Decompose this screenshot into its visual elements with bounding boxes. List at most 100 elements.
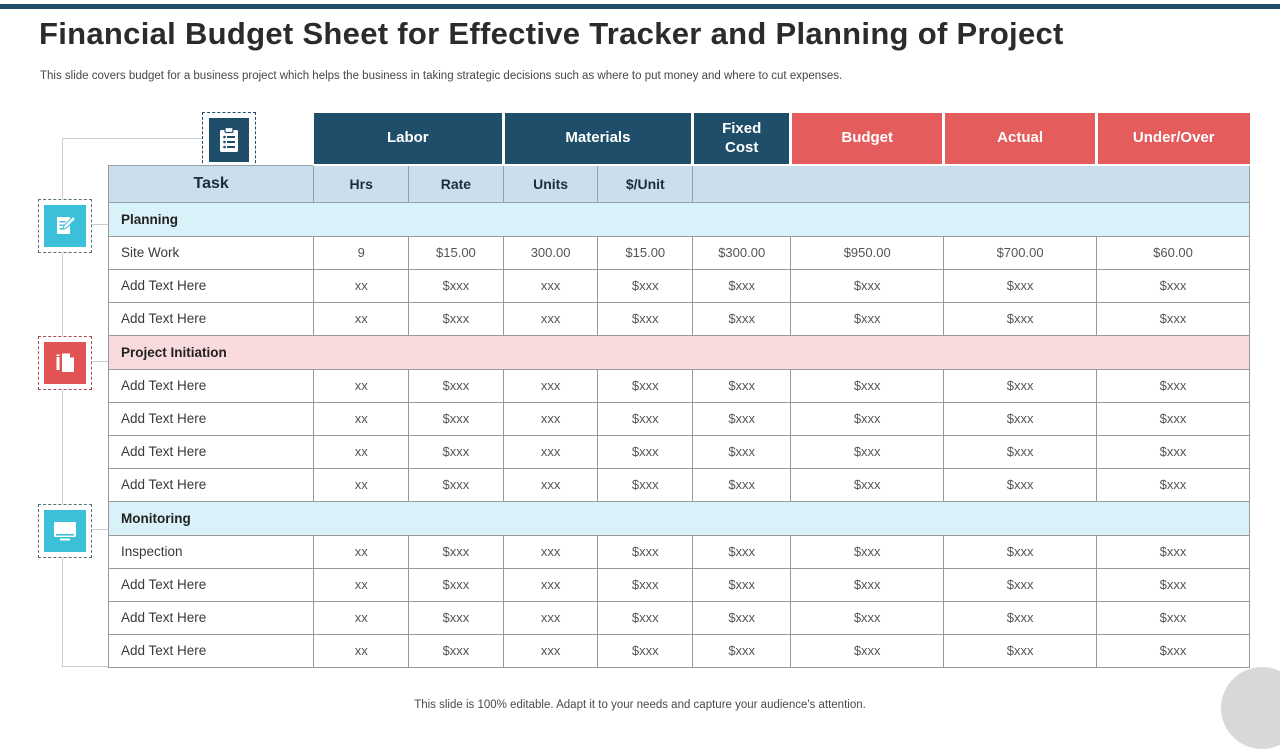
- value-cell: $xxx: [597, 301, 694, 336]
- value-cell: xxx: [502, 467, 599, 502]
- connector-line: [62, 138, 63, 666]
- value-cell: $xxx: [1096, 467, 1250, 502]
- value-cell: xx: [313, 368, 410, 403]
- value-cell: $xxx: [597, 434, 694, 469]
- value-cell: $xxx: [1096, 534, 1250, 569]
- value-cell: $xxx: [1096, 301, 1250, 336]
- value-cell: $xxx: [790, 401, 945, 436]
- group-header-materials: Materials: [503, 113, 695, 166]
- budget-table: Labor Materials Fixed Cost Budget Actual Unde…: [107, 113, 1250, 668]
- column-header-task: Task: [107, 164, 315, 203]
- table-row: Add Text Here xx $xxx xxx $xxx $xxx $xxx $xxx $x…: [107, 301, 1250, 336]
- task-cell: Add Text Here: [107, 434, 315, 469]
- value-cell: $xxx: [943, 600, 1098, 635]
- value-cell: $xxx: [408, 567, 504, 602]
- clipboard-icon-tile: [209, 118, 249, 162]
- value-cell: $xxx: [1096, 600, 1250, 635]
- task-cell: Add Text Here: [107, 633, 315, 668]
- value-cell: $xxx: [790, 534, 945, 569]
- group-header-actual: Actual: [943, 113, 1099, 166]
- value-cell: $15.00: [597, 235, 694, 270]
- value-cell: xx: [313, 567, 410, 602]
- table-row: Add Text Here xx $xxx xxx $xxx $xxx $xxx $xxx $x…: [107, 600, 1250, 635]
- group-header-labor: Labor: [313, 113, 505, 166]
- value-cell: xx: [313, 467, 410, 502]
- value-cell: $xxx: [943, 534, 1098, 569]
- section-row-project-initiation: Project Initiation: [108, 334, 1250, 370]
- value-cell: $xxx: [692, 534, 792, 569]
- edit-document-icon: [38, 199, 92, 253]
- value-cell: $xxx: [408, 368, 504, 403]
- value-cell: $xxx: [692, 268, 792, 303]
- clipboard-icon: [202, 112, 256, 168]
- value-cell: $xxx: [408, 467, 504, 502]
- value-cell: $xxx: [597, 368, 694, 403]
- slide: { "slide": { "title": "Financial Budget …: [0, 4, 1280, 749]
- value-cell: $15.00: [408, 235, 504, 270]
- task-cell: Add Text Here: [107, 301, 315, 336]
- monitor-icon-tile: [44, 510, 86, 552]
- task-cell: Add Text Here: [107, 401, 315, 436]
- value-cell: $xxx: [1096, 434, 1250, 469]
- value-cell: $xxx: [790, 301, 945, 336]
- group-header-row: Labor Materials Fixed Cost Budget Actual Unde…: [109, 113, 1250, 166]
- column-header-hrs: Hrs: [313, 164, 410, 203]
- value-cell: xxx: [502, 301, 599, 336]
- value-cell: $xxx: [408, 633, 504, 668]
- value-cell: $xxx: [943, 368, 1098, 403]
- table-row: Add Text Here xx $xxx xxx $xxx $xxx $xxx $xxx $x…: [107, 467, 1250, 502]
- column-header-unit: $/Unit: [597, 164, 694, 203]
- section-label: Planning: [108, 201, 1250, 237]
- value-cell: $60.00: [1096, 235, 1250, 270]
- section-row-monitoring: Monitoring: [108, 500, 1250, 536]
- value-cell: $xxx: [408, 534, 504, 569]
- value-cell: xxx: [502, 534, 599, 569]
- table-row: Add Text Here xx $xxx xxx $xxx $xxx $xxx $xxx $x…: [107, 401, 1250, 436]
- value-cell: xx: [313, 600, 410, 635]
- section-label: Project Initiation: [108, 334, 1250, 370]
- value-cell: $xxx: [408, 600, 504, 635]
- connector-line: [62, 138, 203, 139]
- value-cell: xxx: [502, 368, 599, 403]
- value-cell: xxx: [502, 633, 599, 668]
- value-cell: $xxx: [1096, 368, 1250, 403]
- value-cell: 9: [313, 235, 410, 270]
- value-cell: $xxx: [692, 401, 792, 436]
- value-cell: $xxx: [1096, 401, 1250, 436]
- value-cell: $xxx: [692, 600, 792, 635]
- column-header-row: Task Hrs Rate Units $/Unit: [107, 164, 1250, 203]
- value-cell: $xxx: [692, 633, 792, 668]
- value-cell: $xxx: [408, 301, 504, 336]
- task-cell: Inspection: [107, 534, 315, 569]
- value-cell: $xxx: [692, 434, 792, 469]
- value-cell: xx: [313, 633, 410, 668]
- value-cell: xx: [313, 401, 410, 436]
- connector-line: [90, 224, 108, 225]
- value-cell: $xxx: [943, 268, 1098, 303]
- value-cell: $xxx: [943, 301, 1098, 336]
- value-cell: xxx: [502, 567, 599, 602]
- value-cell: $700.00: [943, 235, 1098, 270]
- value-cell: $xxx: [943, 567, 1098, 602]
- value-cell: $xxx: [1096, 268, 1250, 303]
- value-cell: $xxx: [597, 401, 694, 436]
- value-cell: xx: [313, 434, 410, 469]
- table-row: Add Text Here xx $xxx xxx $xxx $xxx $xxx $xxx $x…: [107, 567, 1250, 602]
- column-header-units: Units: [502, 164, 599, 203]
- value-cell: xxx: [502, 600, 599, 635]
- value-cell: $300.00: [692, 235, 792, 270]
- value-cell: $xxx: [597, 567, 694, 602]
- task-cell: Add Text Here: [107, 567, 315, 602]
- value-cell: $950.00: [790, 235, 945, 270]
- task-cell: Add Text Here: [107, 600, 315, 635]
- value-cell: $xxx: [408, 268, 504, 303]
- value-cell: $xxx: [597, 600, 694, 635]
- value-cell: xx: [313, 534, 410, 569]
- monitor-icon: [38, 504, 92, 558]
- value-cell: $xxx: [1096, 633, 1250, 668]
- value-cell: xxx: [502, 434, 599, 469]
- task-cell: Add Text Here: [107, 268, 315, 303]
- group-header-fixed-cost: Fixed Cost: [692, 113, 793, 166]
- page-title: Financial Budget Sheet for Effective Tra…: [39, 16, 1064, 51]
- top-accent-bar: [0, 4, 1280, 9]
